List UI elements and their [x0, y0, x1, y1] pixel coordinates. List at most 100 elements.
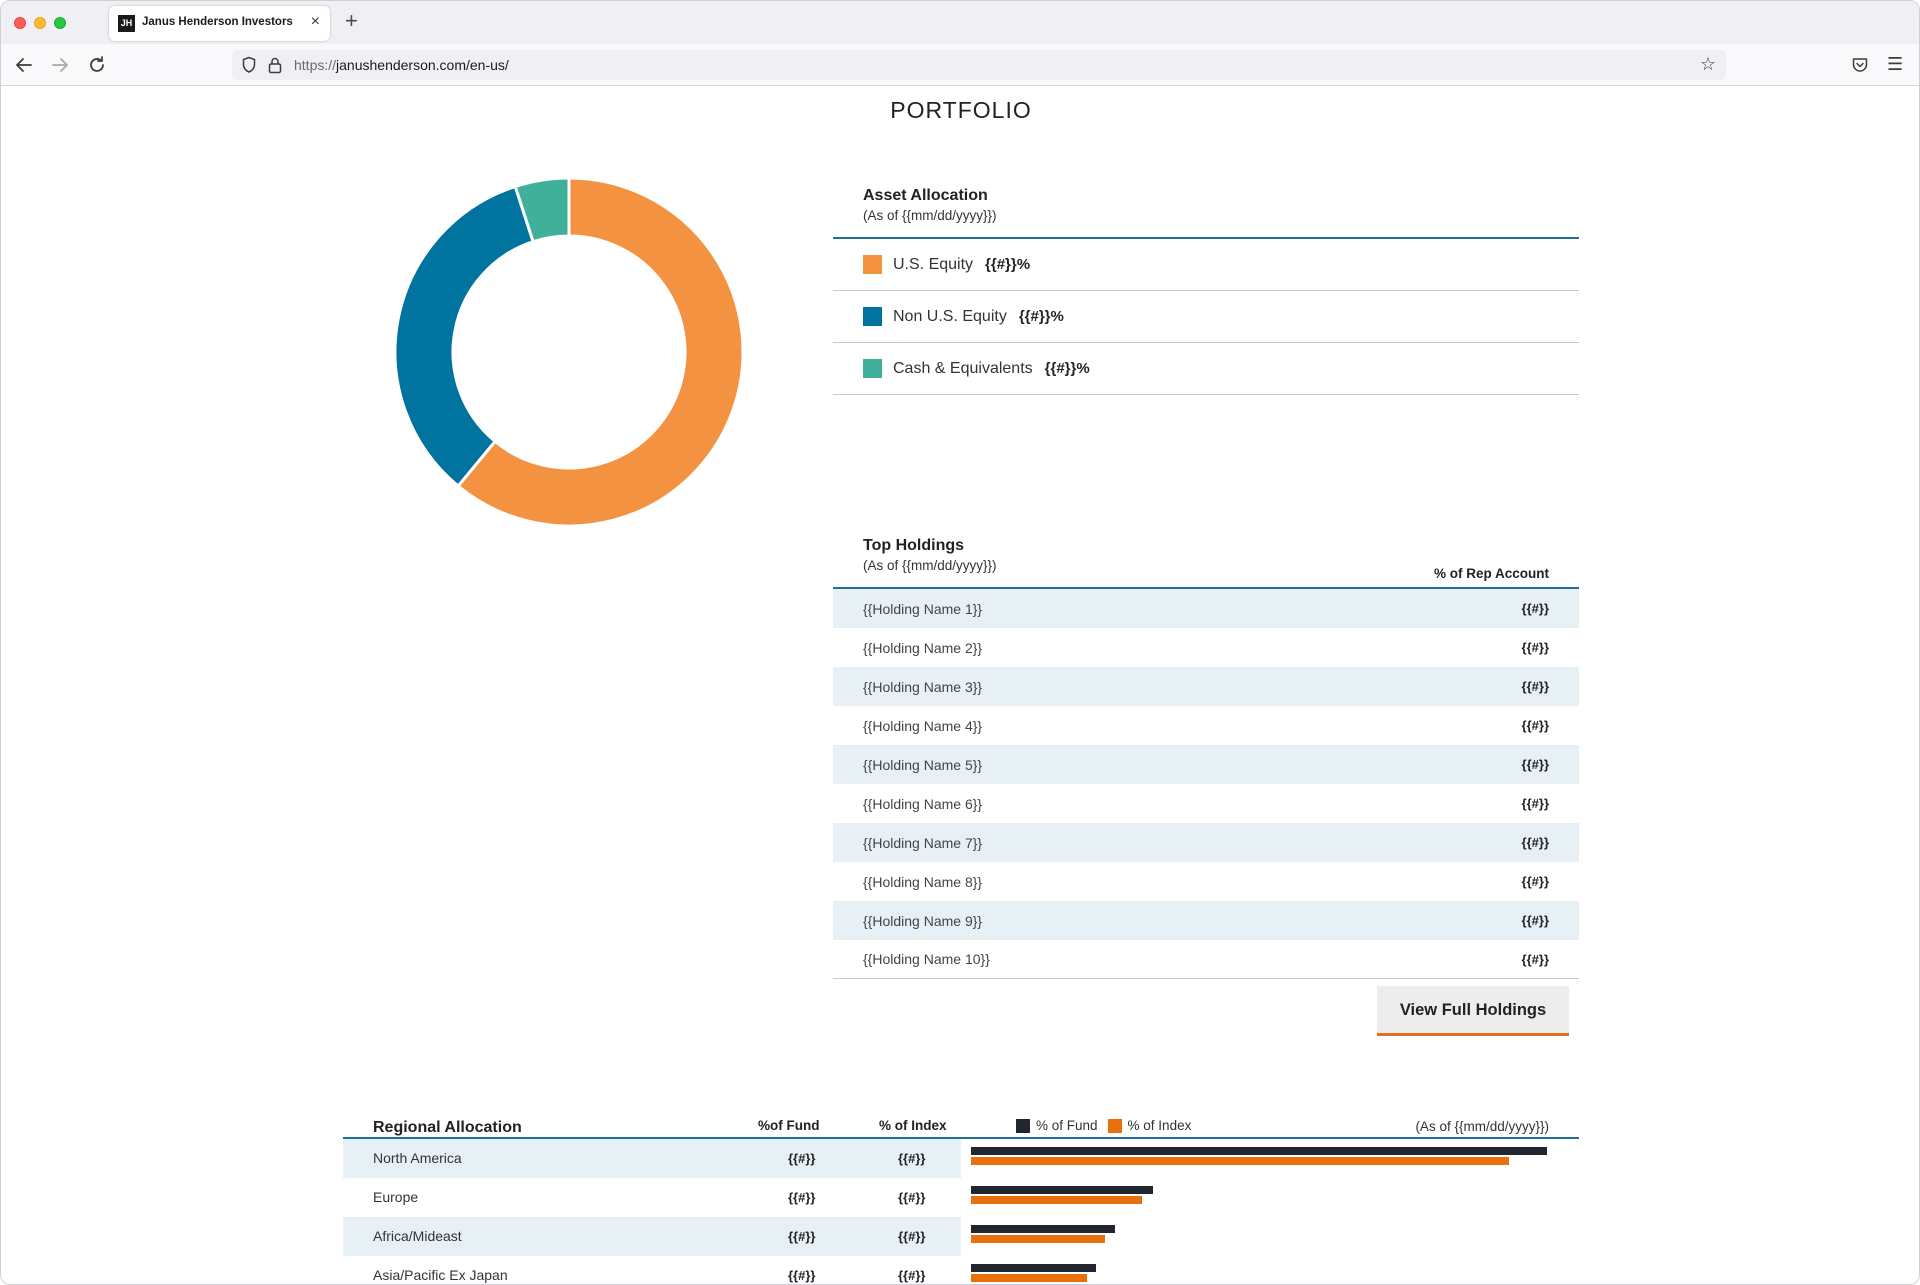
top-holdings-section: Top Holdings (As of {{mm/dd/yyyy}}) % of…	[833, 537, 1579, 979]
asset-allocation-section: Asset Allocation (As of {{mm/dd/yyyy}}) …	[833, 187, 1579, 395]
asset-allocation-header: Asset Allocation (As of {{mm/dd/yyyy}})	[833, 187, 1579, 239]
holding-name: {{Holding Name 5}}	[863, 756, 983, 773]
holding-name: {{Holding Name 1}}	[863, 600, 983, 617]
holding-name: {{Holding Name 2}}	[863, 639, 983, 656]
top-holdings-heading: Top Holdings	[863, 537, 965, 554]
page-content: PORTFOLIO Asset Allocation (As of {{mm/d…	[1, 87, 1919, 1284]
table-row: {{Holding Name 3}} {{#}}	[833, 667, 1579, 706]
lock-icon[interactable]	[268, 56, 282, 74]
regional-allocation-heading: Regional Allocation	[373, 1119, 522, 1136]
holding-name: {{Holding Name 3}}	[863, 678, 983, 695]
table-row: {{Holding Name 6}} {{#}}	[833, 784, 1579, 823]
holding-value: {{#}}	[1521, 601, 1549, 616]
holding-value: {{#}}	[1521, 796, 1549, 811]
url-text[interactable]: https://janushenderson.com/en-us/	[294, 57, 509, 73]
region-index-value: {{#}}	[898, 1151, 926, 1166]
legend-fund-label: % of Fund	[1036, 1118, 1098, 1133]
region-name: Europe	[373, 1189, 419, 1205]
table-row: {{Holding Name 8}} {{#}}	[833, 862, 1579, 901]
cash-swatch	[863, 359, 882, 378]
holdings-table: {{Holding Name 1}} {{#}} {{Holding Name 2}…	[833, 589, 1579, 979]
regional-allocation-header: Regional Allocation %of Fund % of Index …	[343, 1097, 1579, 1139]
bookmark-star-icon[interactable]: ☆	[1699, 54, 1716, 74]
asset-allocation-heading: Asset Allocation	[863, 187, 988, 204]
fund-bar	[971, 1147, 1547, 1155]
index-bar	[971, 1157, 1509, 1165]
region-bar-chart	[971, 1186, 1153, 1204]
holding-value: {{#}}	[1521, 640, 1549, 655]
donut-slice-u-s-equity	[455, 176, 745, 528]
asset-row-us-equity: U.S. Equity {{#}}%	[833, 239, 1579, 291]
table-row: {{Holding Name 9}} {{#}}	[833, 901, 1579, 940]
legend-item-index: % of Index	[1107, 1118, 1192, 1133]
table-row: {{Holding Name 7}} {{#}}	[833, 823, 1579, 862]
asset-value: {{#}}%	[1044, 360, 1090, 377]
page-title: PORTFOLIO	[890, 97, 1032, 123]
holding-value: {{#}}	[1521, 679, 1549, 694]
new-tab-icon[interactable]: +	[345, 8, 358, 33]
close-tab-icon[interactable]: ×	[310, 13, 320, 30]
top-holdings-header: Top Holdings (As of {{mm/dd/yyyy}}) % of…	[833, 537, 1579, 589]
holding-name: {{Holding Name 9}}	[863, 912, 983, 929]
reload-icon[interactable]	[85, 53, 109, 77]
maximize-window-button[interactable]	[54, 17, 66, 29]
browser-tab[interactable]: JH Janus Henderson Investors ×	[109, 6, 330, 41]
asset-row-non-us-equity: Non U.S. Equity {{#}}%	[833, 291, 1579, 343]
region-fund-value: {{#}}	[788, 1190, 816, 1205]
address-bar[interactable]: https://janushenderson.com/en-us/ ☆	[232, 50, 1726, 80]
table-row: Africa/Mideast {{#}} {{#}}	[343, 1217, 1579, 1256]
asset-allocation-as-of: (As of {{mm/dd/yyyy}})	[863, 208, 997, 223]
legend-index-label: % of Index	[1127, 1118, 1192, 1133]
table-row: {{Holding Name 5}} {{#}}	[833, 745, 1579, 784]
holding-name: {{Holding Name 7}}	[863, 834, 983, 851]
table-row: {{Holding Name 2}} {{#}}	[833, 628, 1579, 667]
index-bar	[971, 1274, 1087, 1282]
hamburger-menu-icon[interactable]: ☰	[1887, 54, 1904, 74]
region-fund-value: {{#}}	[788, 1268, 816, 1283]
holding-value: {{#}}	[1521, 913, 1549, 928]
legend-index-swatch	[1107, 1118, 1122, 1133]
region-bar-chart	[971, 1264, 1096, 1282]
asset-allocation-donut-chart	[393, 176, 745, 528]
pocket-icon[interactable]	[1851, 56, 1869, 74]
url-scheme: https://	[294, 57, 337, 73]
asset-label: Cash & Equivalents	[893, 359, 1033, 377]
minimize-window-button[interactable]	[34, 17, 46, 29]
region-bar-chart	[971, 1225, 1115, 1243]
asset-label: Non U.S. Equity	[893, 307, 1007, 325]
back-arrow-icon[interactable]	[12, 53, 36, 77]
table-row: {{Holding Name 10}} {{#}}	[833, 940, 1579, 979]
index-bar	[971, 1196, 1142, 1204]
fund-bar	[971, 1225, 1115, 1233]
holding-name: {{Holding Name 8}}	[863, 873, 983, 890]
region-name: North America	[373, 1150, 462, 1166]
holding-value: {{#}}	[1521, 718, 1549, 733]
legend-fund-swatch	[1016, 1118, 1030, 1133]
shield-icon[interactable]	[241, 56, 257, 74]
region-fund-value: {{#}}	[788, 1229, 816, 1244]
region-name: Asia/Pacific Ex Japan	[373, 1267, 508, 1283]
favicon-icon: JH	[118, 15, 135, 32]
holdings-column-label: % of Rep Account	[1433, 566, 1549, 581]
us-equity-swatch	[863, 255, 882, 274]
table-row: North America {{#}} {{#}}	[343, 1139, 1579, 1178]
holding-value: {{#}}	[1521, 757, 1549, 772]
asset-label: U.S. Equity	[893, 255, 974, 273]
fund-bar	[971, 1186, 1153, 1194]
asset-value: {{#}}%	[985, 256, 1031, 273]
legend-item-fund: % of Fund	[1016, 1118, 1098, 1133]
index-column-label: % of Index	[879, 1118, 947, 1133]
view-full-holdings-button[interactable]: View Full Holdings	[1377, 986, 1569, 1036]
holding-name: {{Holding Name 4}}	[863, 717, 983, 734]
table-row: Asia/Pacific Ex Japan {{#}} {{#}}	[343, 1256, 1579, 1284]
tab-title: Janus Henderson Investors	[142, 16, 293, 28]
forward-arrow-icon[interactable]	[48, 53, 72, 77]
holding-value: {{#}}	[1521, 874, 1549, 889]
asset-row-cash: Cash & Equivalents {{#}}%	[833, 343, 1579, 395]
close-window-button[interactable]	[14, 17, 26, 29]
fund-bar	[971, 1264, 1096, 1272]
table-row: {{Holding Name 4}} {{#}}	[833, 706, 1579, 745]
region-index-value: {{#}}	[898, 1229, 926, 1244]
regional-legend: % of Fund % of Index	[1016, 1118, 1201, 1133]
